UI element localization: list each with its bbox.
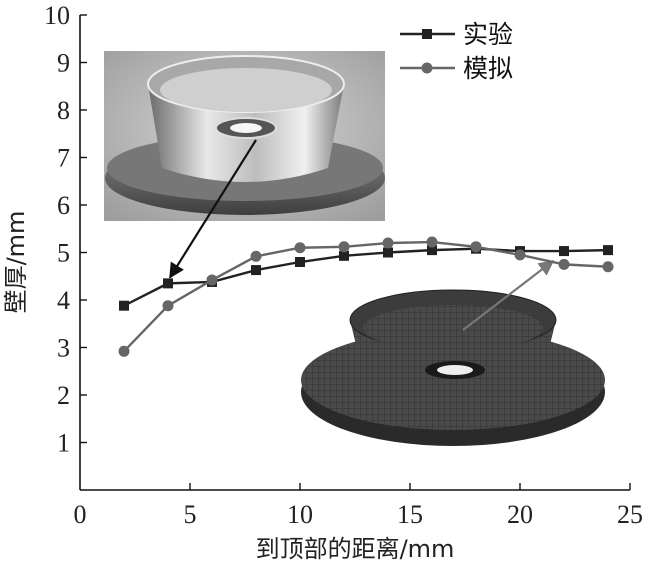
data-point (558, 258, 570, 270)
legend-item-simulation: 模拟 (400, 54, 513, 83)
series-line-0 (123, 247, 609, 307)
legend-label-experiment: 实验 (463, 20, 513, 49)
legend-marker-square (422, 29, 432, 39)
data-point (514, 249, 526, 261)
y-tick-label: 7 (57, 144, 70, 173)
data-point (427, 245, 437, 256)
x-axis-label: 到顶部的距离/mm (256, 535, 455, 563)
data-point (470, 241, 482, 253)
series-line-1 (123, 240, 609, 353)
series-layer (118, 236, 614, 357)
x-tick-label: 15 (397, 500, 423, 529)
x-tick-label: 0 (74, 500, 87, 529)
data-point (162, 300, 174, 312)
data-point (603, 245, 613, 256)
data-point (559, 246, 569, 257)
data-point (250, 250, 262, 262)
data-point (118, 345, 130, 357)
data-point (338, 241, 350, 253)
y-tick-label: 3 (57, 334, 70, 363)
legend-marker-circle (421, 62, 433, 74)
data-point (602, 261, 614, 273)
y-ticks: 1 2 3 4 5 6 7 8 9 10 (44, 1, 87, 458)
x-ticks: 0 5 10 15 20 25 (74, 483, 643, 529)
data-point (295, 257, 305, 267)
data-point (339, 250, 349, 261)
x-tick-label: 25 (617, 500, 643, 529)
legend-label-simulation: 模拟 (463, 54, 513, 83)
data-point (251, 265, 261, 276)
y-tick-label: 10 (44, 1, 70, 30)
data-point (426, 236, 438, 248)
data-point (294, 242, 306, 254)
y-tick-label: 4 (57, 286, 70, 315)
y-tick-label: 2 (57, 381, 70, 410)
x-tick-label: 20 (507, 500, 533, 529)
data-point (383, 247, 393, 258)
legend: 实验 模拟 (400, 20, 513, 83)
y-axis-label: 壁厚/mm (2, 211, 30, 314)
y-tick-label: 9 (57, 49, 70, 78)
data-point (382, 237, 394, 249)
y-tick-label: 1 (57, 429, 70, 458)
data-point (206, 274, 218, 286)
y-tick-label: 5 (57, 239, 70, 268)
y-tick-label: 8 (57, 96, 70, 125)
x-tick-label: 10 (287, 500, 313, 529)
y-tick-label: 6 (57, 191, 70, 220)
data-point (163, 278, 173, 289)
mesh-arrow (462, 260, 555, 331)
data-point (119, 300, 129, 311)
photo-arrow (169, 139, 257, 279)
x-tick-label: 5 (184, 500, 197, 529)
mesh-inset (301, 289, 605, 446)
legend-item-experiment: 实验 (400, 20, 513, 49)
photo-inset (104, 51, 385, 221)
